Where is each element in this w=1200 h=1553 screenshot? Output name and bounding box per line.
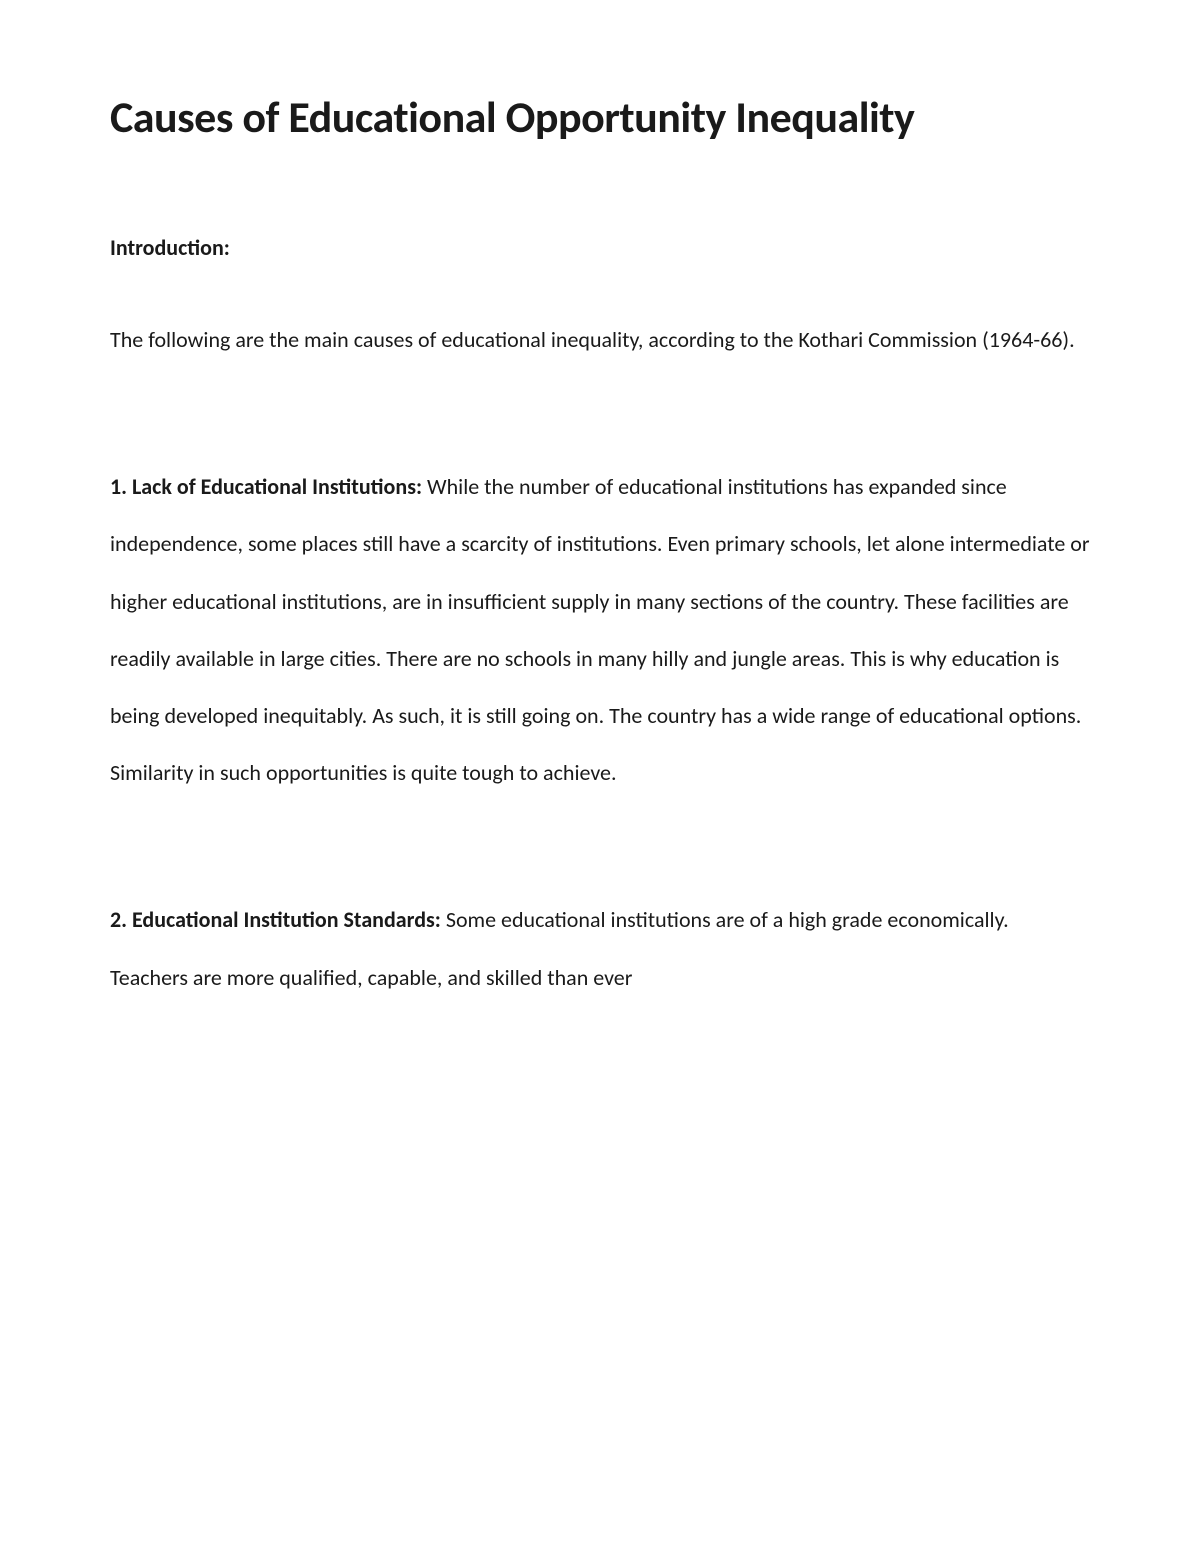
point-1-body: While the number of educational institut… [110, 473, 1090, 786]
point-2-label: 2. Educational Institution Standards: [110, 906, 441, 933]
point-1-label: 1. Lack of Educational Institutions: [110, 473, 422, 500]
point-2: 2. Educational Institution Standards: So… [110, 891, 1090, 1005]
point-1: 1. Lack of Educational Institutions: Whi… [110, 458, 1090, 801]
introduction-text: The following are the main causes of edu… [110, 311, 1090, 368]
document-title: Causes of Educational Opportunity Inequa… [110, 90, 1090, 144]
introduction-heading: Introduction: [110, 234, 1090, 261]
